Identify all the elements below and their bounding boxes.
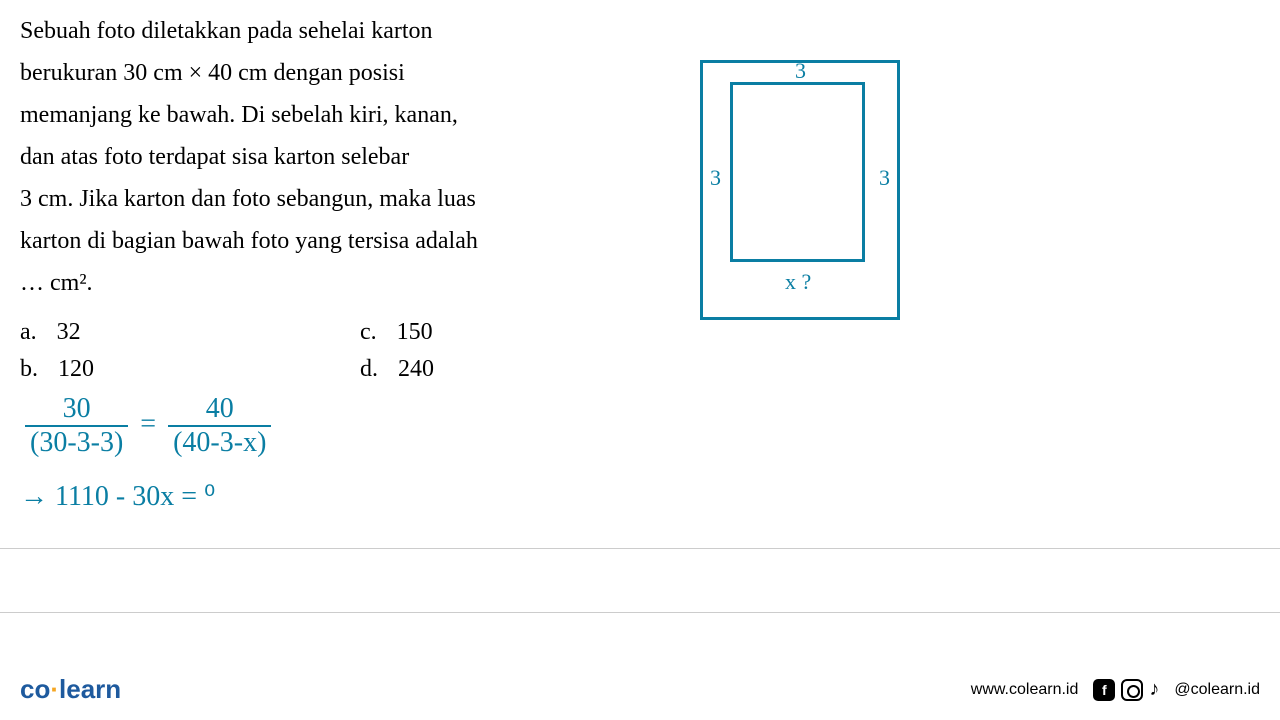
- fraction-2-den: (40-3-x): [168, 427, 271, 459]
- fraction-1-num: 30: [25, 393, 128, 427]
- label-right: 3: [879, 165, 890, 191]
- logo-dot: ·: [50, 674, 59, 704]
- inner-rectangle: [730, 82, 865, 262]
- answer-options: a. 32 c. 150 b. 120 d. 240: [20, 319, 660, 383]
- problem-text: Sebuah foto diletakkan pada sehelai kart…: [20, 10, 660, 304]
- arrow: →: [20, 481, 48, 512]
- fraction-2: 40 (40-3-x): [168, 393, 271, 459]
- website-url: www.colearn.id: [971, 681, 1079, 699]
- option-value: 32: [57, 319, 81, 346]
- left-column: Sebuah foto diletakkan pada sehelai kart…: [20, 10, 660, 513]
- logo: co·learn: [20, 674, 121, 705]
- problem-line-5: 3 cm. Jika karton dan foto sebangun, mak…: [20, 186, 476, 212]
- instagram-icon: [1121, 679, 1143, 701]
- footer-right: www.colearn.id f ♪ @colearn.id: [971, 678, 1260, 701]
- frame-diagram: 3 3 3 x ?: [700, 60, 900, 320]
- option-b: b. 120: [20, 356, 320, 383]
- option-label: a.: [20, 319, 37, 346]
- equals-sign: =: [140, 408, 156, 439]
- problem-line-6: karton di bagian bawah foto yang tersisa…: [20, 228, 478, 254]
- divider-1: [0, 548, 1280, 549]
- handwriting-work: 30 (30-3-3) = 40 (40-3-x) → 1110 - 30x =…: [20, 393, 660, 513]
- facebook-icon: f: [1093, 679, 1115, 701]
- problem-line-7: … cm².: [20, 270, 93, 296]
- fraction-2-num: 40: [168, 393, 271, 427]
- option-a: a. 32: [20, 319, 320, 346]
- equation-text: 1110 - 30x = ⁰: [55, 481, 215, 512]
- label-left: 3: [710, 165, 721, 191]
- label-bottom: x ?: [785, 269, 811, 295]
- label-top: 3: [795, 58, 806, 84]
- problem-line-2: berukuran 30 cm × 40 cm dengan posisi: [20, 60, 405, 86]
- option-label: b.: [20, 356, 38, 383]
- footer: co·learn www.colearn.id f ♪ @colearn.id: [0, 674, 1280, 705]
- logo-part-1: co: [20, 674, 50, 704]
- option-value: 120: [58, 356, 94, 383]
- social-icons: f ♪: [1093, 678, 1159, 701]
- fraction-1-den: (30-3-3): [25, 427, 128, 459]
- handwriting-line-2: → 1110 - 30x = ⁰: [20, 479, 660, 513]
- option-label: c.: [360, 319, 377, 346]
- logo-part-2: learn: [59, 674, 121, 704]
- problem-line-4: dan atas foto terdapat sisa karton seleb…: [20, 144, 409, 170]
- divider-2: [0, 612, 1280, 613]
- tiktok-icon: ♪: [1149, 678, 1159, 701]
- option-c: c. 150: [360, 319, 660, 346]
- problem-line-3: memanjang ke bawah. Di sebelah kiri, kan…: [20, 102, 458, 128]
- right-column: 3 3 3 x ?: [700, 10, 900, 513]
- option-value: 240: [398, 356, 434, 383]
- option-label: d.: [360, 356, 378, 383]
- main-content: Sebuah foto diletakkan pada sehelai kart…: [0, 0, 1280, 523]
- option-d: d. 240: [360, 356, 660, 383]
- problem-line-1: Sebuah foto diletakkan pada sehelai kart…: [20, 18, 433, 44]
- fraction-1: 30 (30-3-3): [25, 393, 128, 459]
- option-value: 150: [397, 319, 433, 346]
- social-handle: @colearn.id: [1174, 681, 1260, 699]
